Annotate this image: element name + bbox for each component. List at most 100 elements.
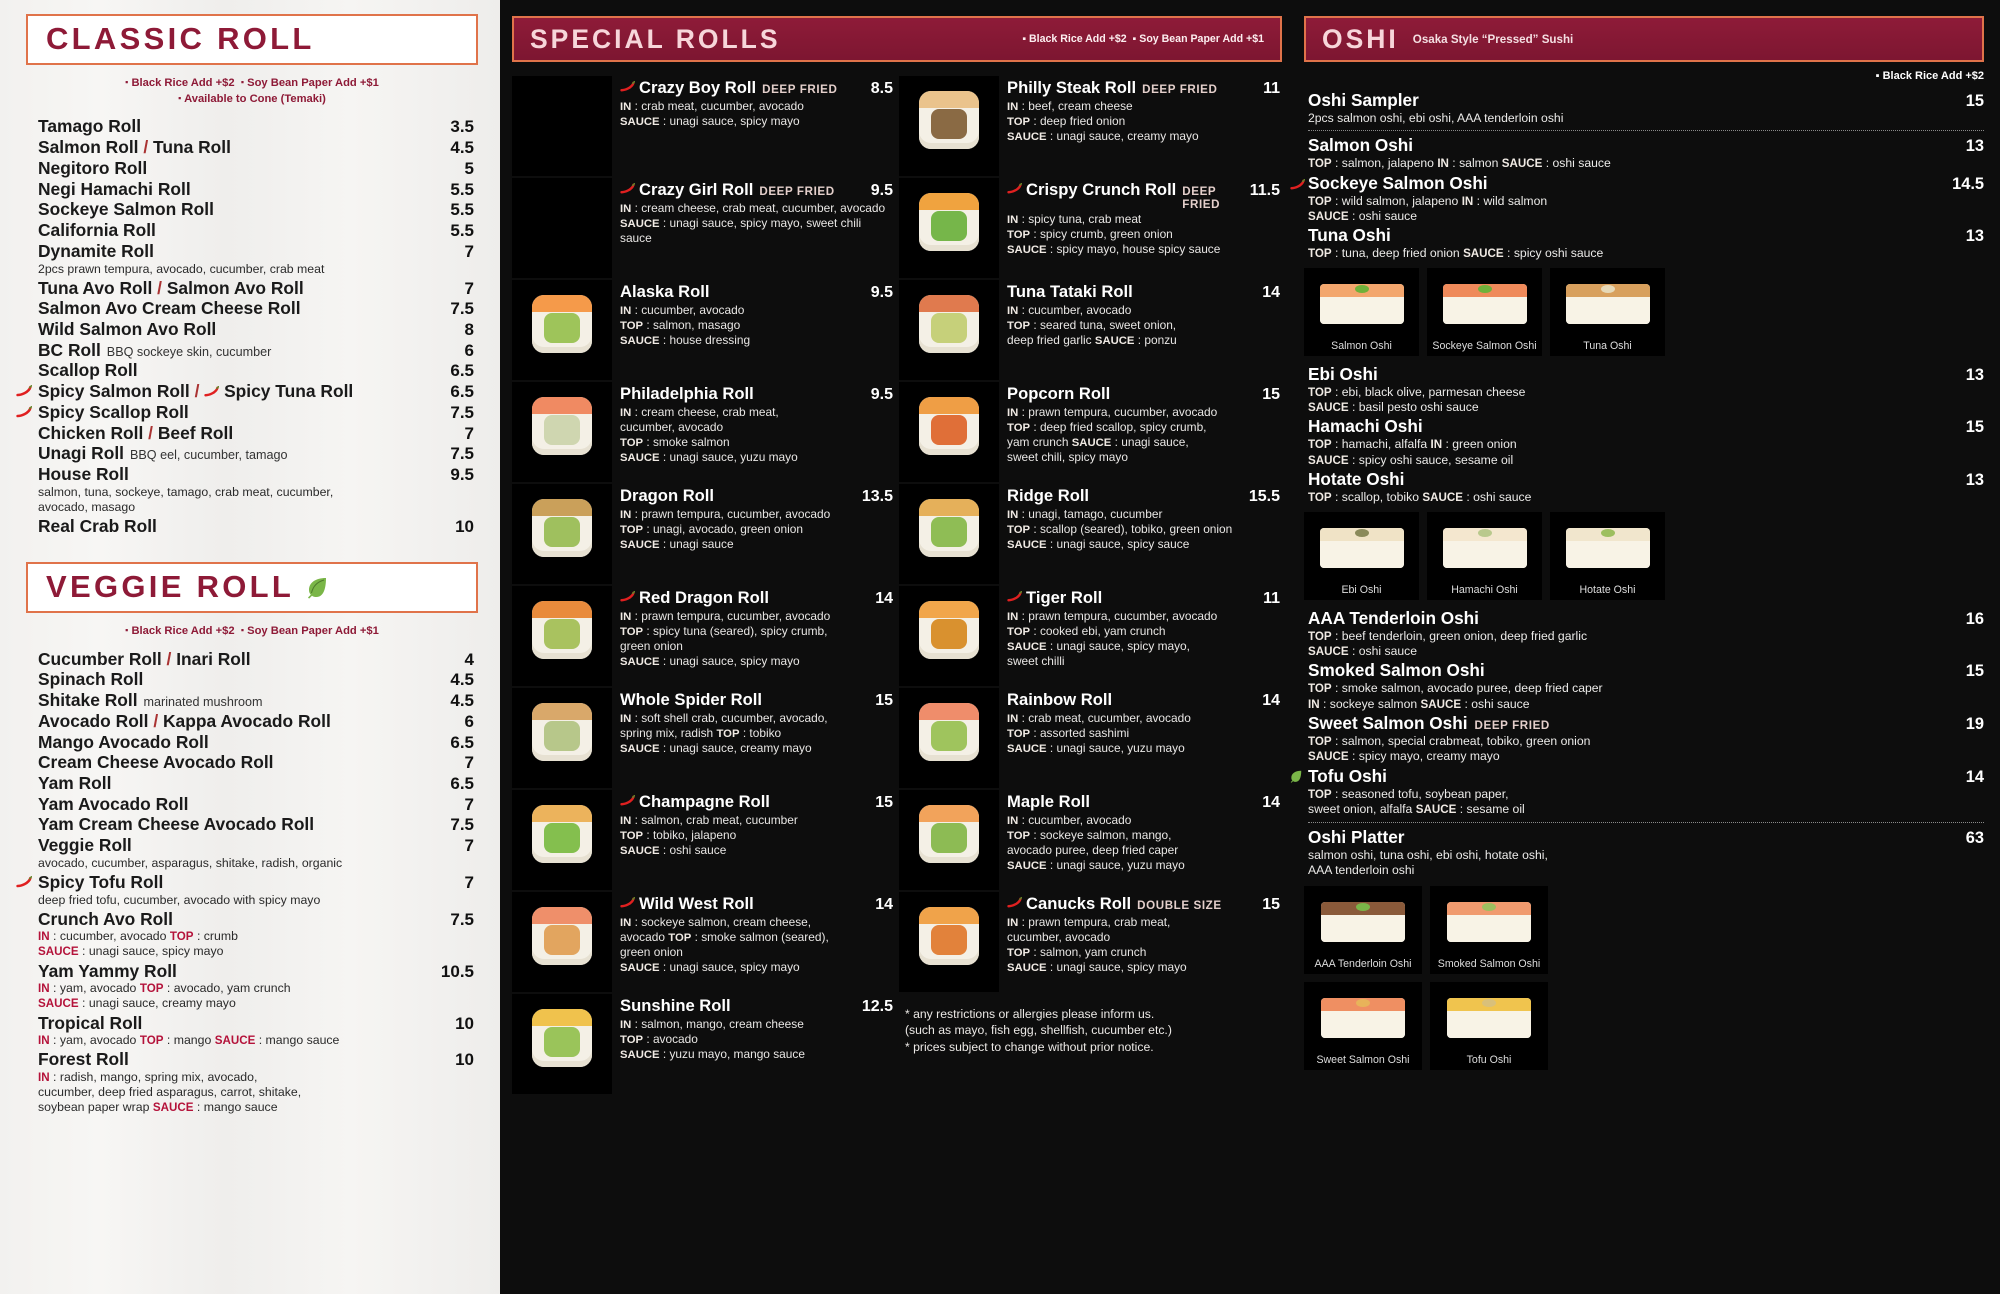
menu-item: Chicken Roll / Beef Roll 7 [38, 423, 474, 444]
item-name: Yam Cream Cheese Avocado Roll [38, 814, 315, 835]
item-price: 13 [1965, 137, 1984, 156]
item-price: 13 [1965, 227, 1984, 246]
item-name: Tropical Roll [38, 1012, 143, 1033]
item-desc-line: SAUCE : unagi sauce, creamy mayo [620, 741, 812, 756]
chili-pepper-icon [620, 589, 636, 602]
item-price: 7 [464, 872, 474, 892]
item-name: Ridge Roll [1007, 486, 1090, 505]
menu-item-row: Sockeye Salmon Roll 5.5 [38, 199, 474, 220]
item-price: 10.5 [440, 961, 474, 981]
oshi-item: Sweet Salmon Oshi DEEP FRIED 19 TOP : sa… [1304, 713, 1984, 765]
item-desc: deep fried tofu, cucumber, avocado with … [38, 892, 321, 907]
item-name: Hamachi Oshi [1308, 416, 1423, 437]
item-desc-line: SAUCE : yuzu mayo, mango sauce [620, 1047, 805, 1062]
chili-pepper-icon [1007, 895, 1023, 908]
item-name: Oshi Platter [1308, 826, 1405, 847]
item-name: Salmon Avo Cream Cheese Roll [38, 298, 301, 319]
item-desc: 2pcs salmon oshi, ebi oshi, AAA tenderlo… [1308, 111, 1564, 125]
special-addon-1: Soy Bean Paper Add +$1 [1139, 33, 1264, 45]
item-desc-line: SAUCE : oshi sauce [1308, 208, 1418, 223]
menu-item-row: Yam Avocado Roll 7 [38, 794, 474, 815]
item-desc-line: TOP : salmon, yam crunch [1007, 944, 1147, 959]
item-desc-line: SAUCE : spicy oshi sauce, sesame oil [1308, 452, 1514, 467]
item-desc-line: TOP : deep fried onion [1007, 114, 1126, 129]
chili-pepper-icon [620, 181, 636, 194]
item-price: 5.5 [450, 179, 474, 199]
item-desc-line: SAUCE : unagi sauce, spicy sauce [1007, 537, 1190, 552]
item-desc-line: IN : salmon, mango, cream cheese [620, 1017, 804, 1031]
item-desc-line: TOP : tuna, deep fried onion SAUCE : spi… [1308, 246, 1604, 261]
menu-item: Scallop Roll 6.5 [38, 360, 474, 381]
item-price: 11 [1263, 590, 1280, 607]
menu-item-row: Negitoro Roll 5 [38, 158, 474, 179]
menu-item: House Roll 9.5 salmon, tuna, sockeye, ta… [38, 464, 474, 515]
item-desc: IN : yam, avocado TOP : avocado, yam cru… [38, 981, 373, 1011]
item-desc: salmon oshi, tuna oshi, ebi oshi, hotate… [1308, 848, 1984, 878]
item-desc-line: IN : prawn tempura, cucumber, avocado [1007, 609, 1218, 623]
roll-photo [899, 178, 999, 266]
item-title-row: Tuna Tataki Roll 14 [1007, 282, 1280, 302]
item-title-row: Philly Steak Roll DEEP FRIED 11 [1007, 78, 1280, 98]
item-desc: IN : salmon, mango, cream cheese TOP : av… [620, 1017, 893, 1062]
oshi-photo [1304, 982, 1422, 1052]
item-desc-line: IN : crab meat, cucumber, avocado [620, 99, 804, 113]
item-price: 10 [455, 1050, 474, 1070]
special-rolls-column-2: Philly Steak Roll DEEP FRIED 11 IN : bee… [899, 76, 1282, 1096]
menu-item-row: Dynamite Roll 7 [38, 241, 474, 262]
menu-item-row: Yam Yammy Roll 10.5 [38, 961, 474, 982]
oshi-item: Salmon Oshi 13 TOP : salmon, jalapeno IN… [1304, 135, 1984, 171]
item-price: 6 [464, 711, 474, 731]
item-price: 5 [464, 158, 474, 178]
item-desc-line: TOP : smoke salmon, avocado puree, deep … [1308, 681, 1603, 696]
oshi-item: Hamachi Oshi 15 TOP : hamachi, alfalfa I… [1304, 416, 1984, 468]
item-name: Alaska Roll [620, 282, 710, 301]
item-desc-line: SAUCE : unagi sauce, yuzu mayo [1007, 858, 1185, 873]
veggie-roll-header: VEGGIE ROLL [26, 562, 478, 614]
item-desc-line: SAUCE : unagi sauce, creamy mayo [1007, 129, 1199, 144]
menu-item-row: Cucumber Roll / Inari Roll 4 [38, 649, 474, 670]
item-title-row: Champagne Roll 15 [620, 792, 893, 812]
footnote: * any restrictions or allergies please i… [899, 1006, 1282, 1055]
item-name: Maple Roll [1007, 792, 1090, 811]
menu-item: Unagi Roll BBQ eel, cucumber, tamago 7.5 [38, 443, 474, 464]
item-desc-line: TOP : spicy crumb, green onion [1007, 227, 1173, 242]
item-desc-line: AAA tenderloin oshi [1308, 862, 1415, 877]
item-price: 7.5 [450, 444, 474, 464]
item-thumbnail [512, 688, 612, 788]
item-name: Dragon Roll [620, 486, 715, 505]
item-title-row: Ebi Oshi 13 [1308, 364, 1984, 385]
item-desc-line: yam crunch SAUCE : unagi sauce, [1007, 435, 1189, 450]
item-desc: TOP : salmon, special crabmeat, tobiko, … [1308, 734, 1984, 765]
item-title-row: Maple Roll 14 [1007, 792, 1280, 812]
special-addons: ▪ Black Rice Add +$2 ▪ Soy Bean Paper Ad… [1022, 33, 1264, 45]
item-desc-line: TOP : ebi, black olive, parmesan cheese [1308, 384, 1526, 399]
special-roll-item: Sunshine Roll 12.5 IN : salmon, mango, c… [512, 994, 895, 1094]
item-desc: IN : crab meat, cucumber, avocado TOP : a… [1007, 711, 1280, 756]
item-desc: TOP : tuna, deep fried onion SAUCE : spi… [1308, 246, 1984, 261]
item-desc-line: sweet onion, alfalfa SAUCE : sesame oil [1308, 802, 1525, 817]
oshi-addon: ▪ Black Rice Add +$2 [1875, 70, 1984, 82]
special-roll-item: Rainbow Roll 14 IN : crab meat, cucumber… [899, 688, 1282, 788]
item-name: Chicken Roll / Beef Roll [38, 422, 234, 443]
item-price: 13.5 [861, 488, 893, 505]
item-desc-line: IN : cream cheese, crab meat, [620, 405, 779, 419]
special-roll-item: Canucks Roll DOUBLE SIZE 15 IN : prawn t… [899, 892, 1282, 992]
special-roll-item: Popcorn Roll 15 IN : prawn tempura, cucu… [899, 382, 1282, 482]
item-flag: DEEP FRIED [762, 83, 838, 96]
item-price: 6 [464, 340, 474, 360]
menu-item-row: Veggie Roll 7 [38, 835, 474, 856]
menu-item: Tuna Avo Roll / Salmon Avo Roll 7 [38, 278, 474, 299]
divider [1308, 130, 1984, 132]
item-desc-line: IN : prawn tempura, crab meat, [1007, 915, 1171, 929]
item-desc-line: SAUCE : house dressing [620, 333, 751, 348]
chili-pepper-icon [16, 384, 33, 397]
item-desc-line: IN : crab meat, cucumber, avocado [1007, 711, 1191, 725]
menu-item-row: House Roll 9.5 [38, 464, 474, 485]
footnote-line: * prices subject to change without prior… [905, 1039, 1154, 1054]
item-desc: IN : yam, avocado TOP : mango SAUCE : ma… [38, 1033, 373, 1048]
oshi-item: Ebi Oshi 13 TOP : ebi, black olive, parm… [1304, 364, 1984, 416]
special-roll-item: Red Dragon Roll 14 IN : prawn tempura, c… [512, 586, 895, 686]
item-desc-line: IN : prawn tempura, cucumber, avocado [620, 507, 831, 521]
item-price: 7.5 [450, 299, 474, 319]
item-desc-line: IN : sockeye salmon SAUCE : oshi sauce [1308, 696, 1530, 711]
